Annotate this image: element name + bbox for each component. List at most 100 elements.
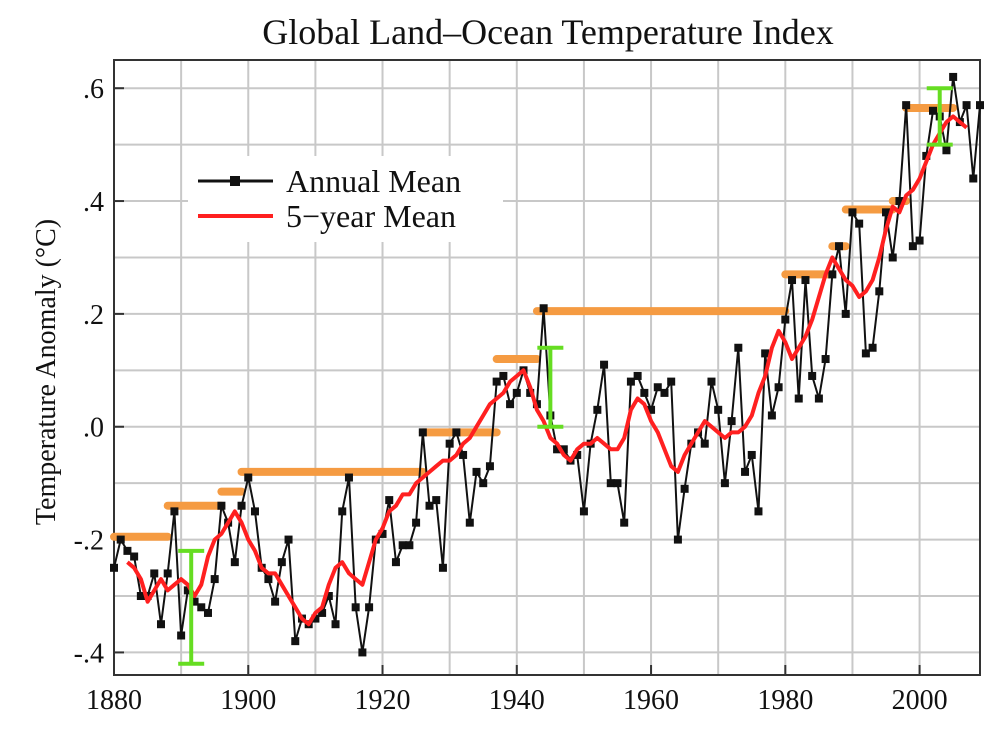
y-tick-label: .4	[83, 187, 104, 218]
annual-mean-point	[673, 535, 682, 544]
annual-mean-point	[385, 496, 394, 505]
annual-mean-point	[183, 586, 192, 595]
annual-mean-point	[613, 479, 622, 488]
x-tick-label: 2000	[892, 685, 948, 716]
annual-mean-point	[244, 473, 253, 482]
annual-mean-point	[660, 388, 669, 397]
annual-mean-point	[861, 349, 870, 358]
annual-mean-point	[398, 541, 407, 550]
annual-mean-point	[405, 541, 414, 550]
legend-annual-marker	[230, 176, 240, 186]
annual-mean-point	[626, 377, 635, 386]
annual-mean-point	[667, 377, 676, 386]
annual-mean-point	[720, 479, 729, 488]
annual-mean-point	[203, 608, 212, 617]
annual-mean-point	[472, 467, 481, 476]
annual-mean-point	[633, 371, 642, 380]
annual-mean-point	[418, 428, 427, 437]
annual-mean-point	[734, 343, 743, 352]
annual-mean-point	[506, 400, 515, 409]
annual-mean-point	[727, 417, 736, 426]
annual-mean-point	[579, 507, 588, 516]
annual-mean-point	[465, 518, 474, 527]
y-tick-label: .6	[83, 74, 104, 105]
annual-mean-point	[808, 371, 817, 380]
y-axis-label: Temperature Anomaly (°C)	[31, 219, 62, 525]
annual-mean-point	[250, 507, 259, 516]
annual-mean-point	[647, 405, 656, 414]
annual-mean-point	[855, 219, 864, 228]
annual-mean-point	[136, 592, 145, 601]
annual-mean-point	[311, 614, 320, 623]
annual-mean-point	[492, 377, 501, 386]
annual-mean-point	[237, 501, 246, 510]
annual-mean-point	[445, 439, 454, 448]
x-tick-label: 1960	[623, 685, 679, 716]
annual-mean-point	[814, 394, 823, 403]
y-tick-label: .2	[83, 300, 104, 331]
annual-mean-point	[512, 388, 521, 397]
annual-mean-point	[653, 383, 662, 392]
annual-mean-point	[358, 648, 367, 657]
annual-mean-point	[197, 603, 206, 612]
annual-mean-point	[150, 569, 159, 578]
legend-5year-label: 5−year Mean	[286, 198, 456, 234]
y-tick-label: -.4	[74, 638, 104, 669]
annual-mean-point	[875, 287, 884, 296]
annual-mean-point	[331, 620, 340, 629]
plot-frame	[113, 59, 981, 676]
annual-mean-point	[929, 106, 938, 115]
annual-mean-point	[600, 360, 609, 369]
y-tick-label: -.2	[74, 526, 104, 557]
annual-mean-point	[747, 450, 756, 459]
annual-mean-point	[915, 236, 924, 245]
annual-mean-point	[271, 597, 280, 606]
annual-mean-point	[230, 558, 239, 567]
annual-mean-point	[123, 546, 132, 555]
annual-mean-point	[338, 507, 347, 516]
annual-mean-point	[841, 309, 850, 318]
annual-mean-point	[499, 371, 508, 380]
annual-mean-point	[264, 575, 273, 584]
annual-mean-point	[210, 575, 219, 584]
annual-mean-point	[365, 603, 374, 612]
annual-mean-point	[767, 411, 776, 420]
annual-mean-point	[156, 620, 165, 629]
annual-mean-point	[606, 479, 615, 488]
annual-mean-point	[351, 603, 360, 612]
annual-mean-point	[680, 484, 689, 493]
annual-mean-point	[432, 496, 441, 505]
annual-mean-point	[190, 597, 199, 606]
legend-annual-label: Annual Mean	[286, 163, 461, 199]
plot-area: 1880 1900 1920 1940 1960 1980 2000 -.4 -.2 .0 .2 .4…	[74, 59, 984, 716]
annual-mean-point	[573, 450, 582, 459]
annual-mean-point	[344, 473, 353, 482]
y-tick-label: .0	[83, 413, 104, 444]
annual-mean-point	[130, 552, 139, 561]
five-year-mean-line	[126, 114, 968, 627]
annual-mean-point	[949, 72, 958, 81]
annual-mean-point	[177, 631, 186, 640]
annual-mean-point	[781, 315, 790, 324]
annual-mean-point	[412, 518, 421, 527]
annual-mean-point	[425, 501, 434, 510]
annual-mean-point	[284, 535, 293, 544]
annual-mean-point	[553, 445, 562, 454]
annual-mean-point	[620, 518, 629, 527]
x-tick-label: 1940	[489, 685, 545, 716]
annual-mean-point	[741, 467, 750, 476]
x-tick-label: 1900	[220, 685, 276, 716]
annual-mean-point	[801, 276, 810, 285]
annual-mean-point	[485, 462, 494, 471]
annual-mean-point	[479, 479, 488, 488]
x-tick-label: 1880	[86, 685, 142, 716]
annual-mean-point	[378, 529, 387, 538]
annual-mean-point	[868, 343, 877, 352]
annual-mean-point	[170, 507, 179, 516]
annual-mean-point	[821, 355, 830, 364]
annual-mean-point	[452, 428, 461, 437]
annual-mean-point	[116, 535, 125, 544]
annual-mean-point	[922, 151, 931, 160]
chart-title: Global Land–Ocean Temperature Index	[262, 12, 834, 52]
annual-mean-point	[969, 174, 978, 183]
